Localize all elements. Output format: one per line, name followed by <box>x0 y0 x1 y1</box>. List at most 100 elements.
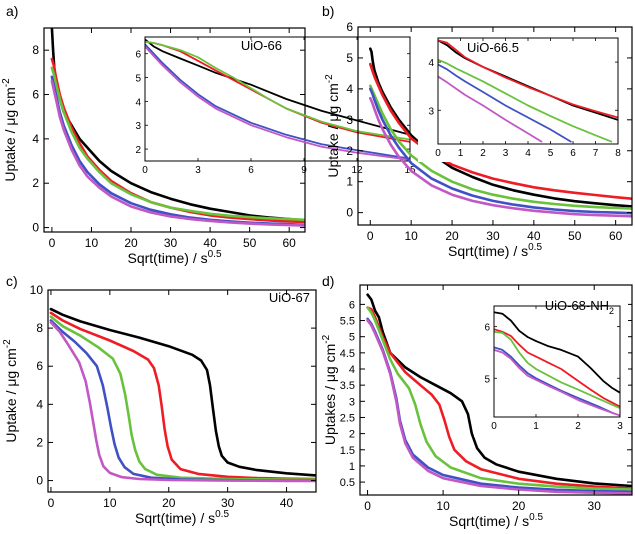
x-tick-label: 0 <box>48 496 55 510</box>
x-tick-label: 10 <box>404 229 418 243</box>
inset-series-line-magenta <box>145 45 410 161</box>
inset-x-tick-label: 0 <box>491 421 497 432</box>
x-axis-label-superscript: 0.5 <box>529 512 543 523</box>
series-line-green <box>49 315 316 481</box>
inset-series-line-green <box>494 330 620 410</box>
y-tick-label: 1 <box>349 461 355 473</box>
inset-x-tick-label: 1 <box>458 148 464 159</box>
x-axis-label: Sqrt(time) / s0.5 <box>449 512 543 529</box>
x-tick-label: 10 <box>85 236 99 250</box>
panel-label: b) <box>322 3 334 19</box>
y-tick-label: 2 <box>346 144 353 158</box>
y-tick-label: 4 <box>346 82 353 96</box>
x-tick-label: 40 <box>280 496 294 510</box>
inset-series-line-red <box>438 39 618 119</box>
x-tick-label: 20 <box>512 499 526 513</box>
y-tick-label: 5.5 <box>340 316 355 328</box>
y-tick-label: 3 <box>349 396 355 408</box>
inset-y-tick-label: 6 <box>135 50 141 61</box>
inset-x-tick-label: 4 <box>525 148 531 159</box>
y-tick-label: 8 <box>32 43 39 57</box>
inset-series-line-black <box>494 311 620 394</box>
y-tick-label: 3.5 <box>340 380 355 392</box>
x-tick-label: 0 <box>364 499 371 513</box>
inset-series-line-red <box>494 328 620 408</box>
panel-title: UiO-66 <box>241 38 282 53</box>
inset-y-tick-label: 4 <box>428 58 434 69</box>
x-tick-label: 30 <box>164 236 178 250</box>
panel-c: 0 10 20 30 40 0 2 4 6 8 10 Sqrt(time) / s0.5 Uptake … <box>2 273 317 526</box>
panel-title-text: UiO-66 <box>241 38 282 53</box>
y-axis-label-superscript: -2 <box>1 78 12 87</box>
x-tick-label: 20 <box>124 236 138 250</box>
x-axis-label-superscript: 0.5 <box>528 242 542 253</box>
inset-x-tick-label: 5 <box>548 148 554 159</box>
y-tick-label: 5 <box>346 51 353 65</box>
y-tick-label: 3 <box>346 113 353 127</box>
x-tick-label: 0 <box>49 236 56 250</box>
y-axis-label: Uptake / μg cm-2 <box>324 74 341 178</box>
y-axis-label-text: Uptake / μg cm <box>2 87 18 181</box>
series-line-green <box>366 306 632 491</box>
y-tick-label: 4 <box>32 132 39 146</box>
panel-d: 0 10 20 300.511.522.533.544.555.56Sqrt(time… <box>321 273 633 529</box>
inset-x-tick-label: 3 <box>503 148 509 159</box>
series-line-green <box>369 84 632 210</box>
inset-series-line-blue <box>494 346 615 415</box>
x-axis-label: Sqrt(time) / s0.5 <box>135 509 229 526</box>
plot-frame <box>357 26 633 226</box>
x-axis-label-superscript: 0.5 <box>215 509 229 520</box>
inset-background <box>418 33 627 162</box>
x-tick-label: 30 <box>588 499 602 513</box>
x-axis-label-superscript: 0.5 <box>208 249 222 260</box>
inset-x-tick-label: 8 <box>615 148 621 159</box>
y-tick-label: 4 <box>36 397 43 411</box>
inset-x-tick-label: 2 <box>480 148 486 159</box>
inset-frame <box>144 36 411 162</box>
x-tick-label: 50 <box>243 236 257 250</box>
inset-x-tick-label: 3 <box>195 165 201 176</box>
inset-x-tick-label: 0 <box>435 148 441 159</box>
inset-x-tick-label: 6 <box>570 148 576 159</box>
y-axis-label-superscript: -2 <box>2 339 13 348</box>
y-tick-label: 2.5 <box>340 412 355 424</box>
inset-y-tick-label: 4 <box>135 97 141 108</box>
panel-title: UiO-67 <box>269 290 310 305</box>
x-axis-label-text: Sqrt(time) / s <box>449 513 529 529</box>
y-axis-label-text: Uptake / μg cm <box>3 348 19 442</box>
inset-background <box>474 296 628 437</box>
plot-frame <box>359 284 633 496</box>
inset-series-line-green <box>438 58 613 143</box>
y-tick-label: 0.5 <box>340 477 355 489</box>
x-tick-label: 30 <box>486 229 500 243</box>
panel-title-text: UiO-68-NH <box>545 298 609 313</box>
x-tick-label: 60 <box>609 229 623 243</box>
y-axis-label-superscript: -2 <box>324 74 335 83</box>
series-line-red <box>49 311 316 481</box>
inset-series-line-green <box>145 40 410 141</box>
y-tick-label: 2 <box>36 435 43 449</box>
x-tick-label: 40 <box>203 236 217 250</box>
panel-title: UiO-68-NH2 <box>545 298 614 316</box>
inset-series-line-magenta <box>494 349 620 417</box>
x-tick-label: 40 <box>527 229 541 243</box>
y-tick-label: 0 <box>36 474 43 488</box>
y-tick-label: 10 <box>30 283 44 297</box>
plot-frame <box>47 289 317 493</box>
panel-label: d) <box>322 273 334 289</box>
x-tick-label: 0 <box>367 229 374 243</box>
inset-series-line-blue <box>145 43 410 160</box>
inset-x-tick-label: 3 <box>617 421 623 432</box>
x-axis-label: Sqrt(time) / s0.5 <box>448 242 542 259</box>
inset-series-line-black <box>438 39 618 121</box>
panel-title-subscript: 2 <box>609 306 614 316</box>
inset-series-line-blue <box>438 63 572 143</box>
inset-frame <box>493 305 621 418</box>
series-line-magenta <box>369 96 632 218</box>
x-axis-label-text: Sqrt(time) / s <box>448 243 528 259</box>
y-tick-label: 0 <box>346 206 353 220</box>
inset-x-tick-label: 0 <box>142 165 148 176</box>
inset-x-tick-label: 2 <box>575 421 581 432</box>
